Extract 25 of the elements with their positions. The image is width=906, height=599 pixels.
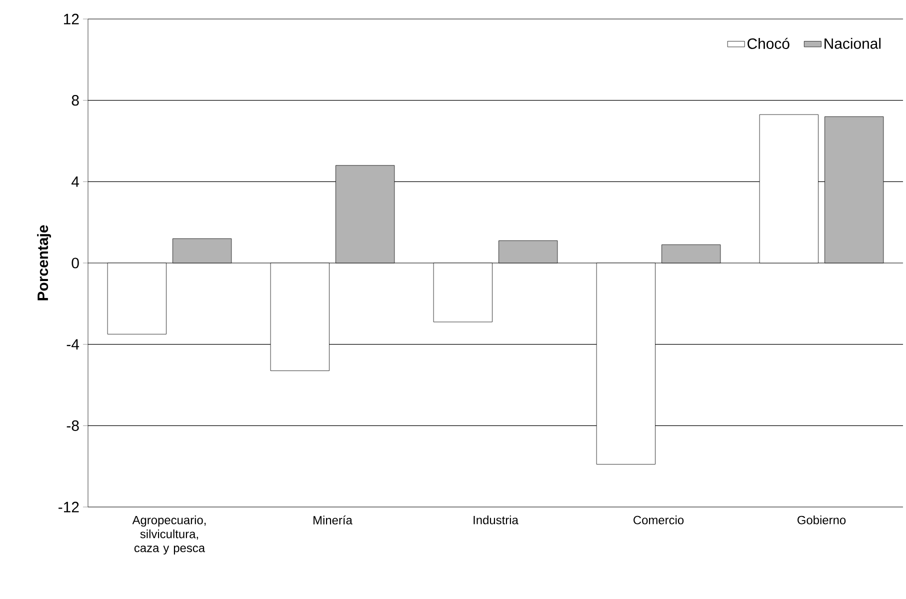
legend-label: Chocó bbox=[748, 38, 790, 49]
bar bbox=[336, 165, 395, 264]
x-tick-label: Gobierno bbox=[798, 516, 846, 524]
y-tick-label: -4 bbox=[66, 339, 80, 350]
bar bbox=[498, 240, 558, 264]
bar bbox=[824, 116, 884, 264]
bar bbox=[759, 114, 818, 264]
bar bbox=[433, 262, 492, 322]
y-tick-label: 0 bbox=[72, 258, 79, 268]
x-tick-label: Agropecuario, silvicultura, caza y pesca bbox=[132, 516, 206, 555]
bar bbox=[172, 238, 232, 264]
y-tick-label: -8 bbox=[66, 420, 79, 431]
y-tick-label: -12 bbox=[58, 502, 79, 512]
legend-label: Nacional bbox=[824, 38, 880, 49]
y-tick-label: 4 bbox=[72, 176, 80, 187]
bar bbox=[596, 262, 656, 464]
bar bbox=[270, 262, 330, 371]
bar bbox=[107, 262, 166, 334]
bar bbox=[662, 244, 721, 264]
x-tick-label: Comercio bbox=[634, 516, 684, 524]
y-axis-title: Porcentaje bbox=[37, 225, 52, 300]
y-tick-label: 12 bbox=[64, 14, 79, 24]
x-tick-label: Industria bbox=[474, 516, 518, 524]
y-tick-label: 8 bbox=[72, 95, 79, 106]
x-tick-label: Minería bbox=[314, 516, 352, 524]
